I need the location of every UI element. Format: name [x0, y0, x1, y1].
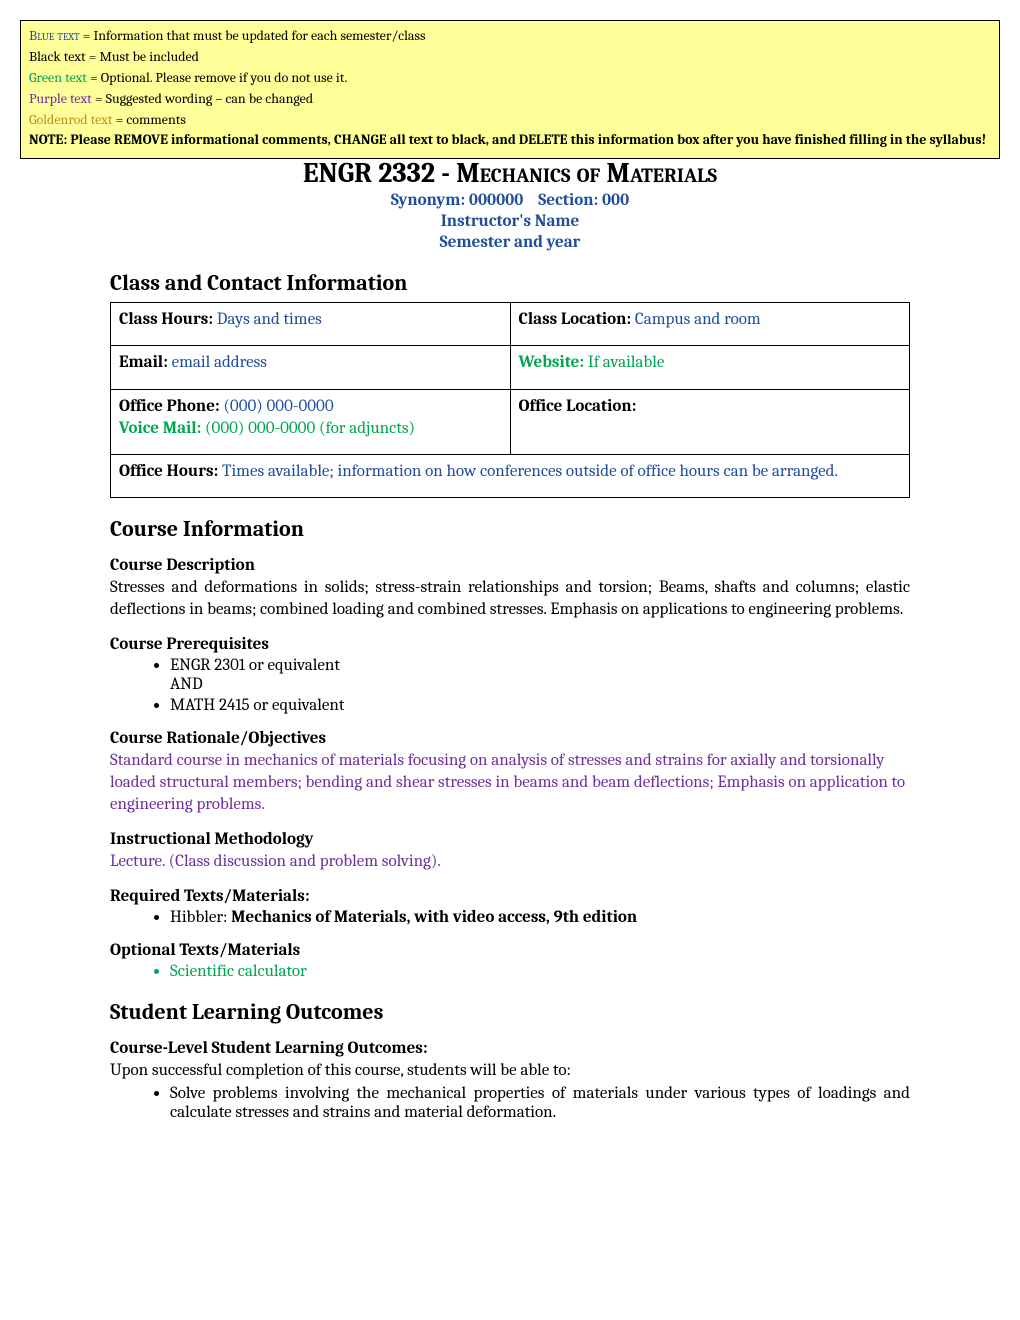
class-location-value: Campus and room	[635, 310, 761, 329]
method-body: Lecture. (Class discussion and problem s…	[110, 851, 910, 873]
optional-texts-heading: Optional Texts/Materials	[110, 941, 910, 960]
contact-heading: Class and Contact Information	[110, 270, 910, 296]
prereq-and: AND	[170, 675, 203, 694]
list-item: Scientific calculator	[170, 962, 910, 981]
method-heading: Instructional Methodology	[110, 830, 910, 849]
info-goldenrod-text: = comments	[112, 111, 185, 128]
table-row: Office Hours: Times available; informati…	[111, 454, 910, 497]
info-line-black: Black text = Must be included	[29, 48, 991, 67]
prereq-heading: Course Prerequisites	[110, 635, 910, 654]
course-level-outcomes-heading: Course-Level Student Learning Outcomes:	[110, 1039, 910, 1058]
course-description-heading: Course Description	[110, 556, 910, 575]
outcomes-list: Solve problems involving the mechanical …	[110, 1084, 910, 1122]
info-blue-label: Blue text	[29, 27, 80, 44]
office-hours-value: Times available; information on how conf…	[222, 462, 838, 481]
rationale-body: Standard course in mechanics of material…	[110, 750, 910, 816]
email-cell: Email: email address	[111, 346, 511, 389]
required-texts-heading: Required Texts/Materials:	[110, 887, 910, 906]
class-hours-value: Days and times	[217, 310, 322, 329]
class-location-label: Class Location:	[519, 310, 635, 329]
office-phone-label: Office Phone:	[119, 397, 223, 416]
outcomes-heading: Student Learning Outcomes	[110, 999, 910, 1025]
contact-table: Class Hours: Days and times Class Locati…	[110, 302, 910, 497]
website-cell: Website: If available	[510, 346, 910, 389]
subtitle-synonym-section: Synonym: 000000 Section: 000	[110, 191, 910, 210]
list-item: Hibbler: Mechanics of Materials, with vi…	[170, 908, 910, 927]
info-line-purple: Purple text = Suggested wording – can be…	[29, 90, 991, 109]
table-row: Office Phone: (000) 000-0000 Voice Mail:…	[111, 389, 910, 454]
prereq-list: ENGR 2301 or equivalent AND MATH 2415 or…	[110, 656, 910, 715]
list-item: MATH 2415 or equivalent	[170, 696, 910, 715]
info-note: NOTE: Please REMOVE informational commen…	[29, 131, 991, 150]
section: Section: 000	[538, 191, 629, 210]
website-label: Website:	[519, 353, 588, 372]
course-info-heading: Course Information	[110, 516, 910, 542]
list-item: Solve problems involving the mechanical …	[170, 1084, 910, 1122]
info-green-label: Green text	[29, 69, 87, 86]
info-goldenrod-label: Goldenrod text	[29, 111, 112, 128]
info-purple-text: = Suggested wording – can be changed	[92, 90, 313, 107]
required-title: Mechanics of Materials, with video acces…	[231, 908, 637, 927]
class-hours-label: Class Hours:	[119, 310, 217, 329]
required-author: Hibbler:	[170, 908, 231, 927]
office-hours-label: Office Hours:	[119, 462, 222, 481]
class-location-cell: Class Location: Campus and room	[510, 303, 910, 346]
info-line-goldenrod: Goldenrod text = comments	[29, 111, 991, 130]
table-row: Email: email address Website: If availab…	[111, 346, 910, 389]
email-label: Email:	[119, 353, 172, 372]
info-blue-text: = Information that must be updated for e…	[80, 27, 426, 44]
info-box: Blue text = Information that must be upd…	[20, 20, 1000, 159]
class-hours-cell: Class Hours: Days and times	[111, 303, 511, 346]
office-location-label: Office Location:	[519, 397, 637, 416]
office-hours-cell: Office Hours: Times available; informati…	[111, 454, 910, 497]
office-phone-cell: Office Phone: (000) 000-0000 Voice Mail:…	[111, 389, 511, 454]
office-phone-value: (000) 000-0000	[223, 397, 333, 416]
info-line-blue: Blue text = Information that must be upd…	[29, 27, 991, 46]
info-green-text: = Optional. Please remove if you do not …	[87, 69, 348, 86]
course-description-body: Stresses and deformations in solids; str…	[110, 577, 910, 621]
subtitle-term: Semester and year	[110, 233, 910, 252]
outcomes-intro: Upon successful completion of this cours…	[110, 1060, 910, 1082]
table-row: Class Hours: Days and times Class Locati…	[111, 303, 910, 346]
title-course-code: ENGR 2332 -	[303, 157, 456, 189]
course-title: ENGR 2332 - Mechanics of Materials	[110, 157, 910, 189]
title-course-name: Mechanics of Materials	[456, 157, 717, 189]
list-item: ENGR 2301 or equivalent AND	[170, 656, 910, 694]
info-line-green: Green text = Optional. Please remove if …	[29, 69, 991, 88]
voicemail-value: (000) 000-0000 (for adjuncts)	[205, 419, 415, 438]
office-location-cell: Office Location:	[510, 389, 910, 454]
optional-list: Scientific calculator	[110, 962, 910, 981]
email-value: email address	[172, 353, 267, 372]
subtitle-instructor: Instructor's Name	[110, 212, 910, 231]
website-value: If available	[588, 353, 664, 372]
rationale-heading: Course Rationale/Objectives	[110, 729, 910, 748]
document-page: Blue text = Information that must be upd…	[0, 0, 1020, 1164]
prereq-1: ENGR 2301 or equivalent	[170, 656, 340, 675]
info-purple-label: Purple text	[29, 90, 92, 107]
synonym: Synonym: 000000	[391, 191, 523, 210]
voicemail-label: Voice Mail:	[119, 419, 205, 438]
required-list: Hibbler: Mechanics of Materials, with vi…	[110, 908, 910, 927]
